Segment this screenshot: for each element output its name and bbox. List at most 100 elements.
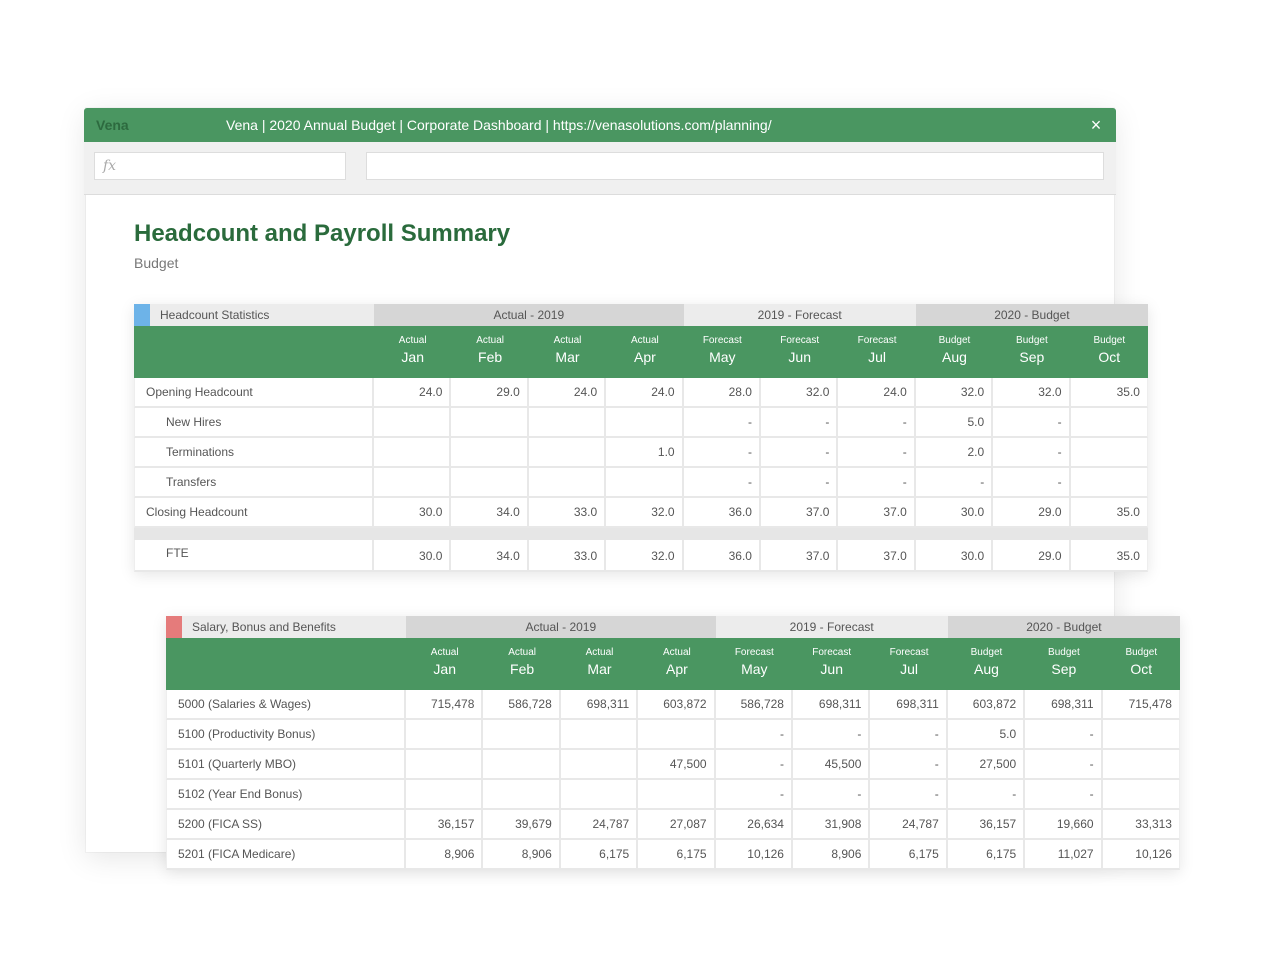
data-cell[interactable]: 24,787 <box>560 810 639 840</box>
data-cell[interactable]: - <box>993 468 1071 498</box>
data-cell[interactable]: 8,906 <box>406 840 484 870</box>
data-cell[interactable]: 35.0 <box>1070 378 1148 408</box>
data-cell[interactable] <box>560 750 639 780</box>
data-cell[interactable] <box>560 780 639 810</box>
data-cell[interactable]: 32.0 <box>915 378 994 408</box>
data-cell[interactable]: 35.0 <box>1070 540 1148 572</box>
data-cell[interactable]: 30.0 <box>374 498 452 528</box>
data-cell[interactable]: 30.0 <box>374 540 452 572</box>
data-cell[interactable]: 29.0 <box>993 540 1071 572</box>
data-cell[interactable]: 5.0 <box>947 720 1026 750</box>
data-cell[interactable] <box>1102 720 1180 750</box>
data-cell[interactable]: 24.0 <box>838 378 916 408</box>
data-cell[interactable]: 715,478 <box>406 690 484 720</box>
data-cell[interactable]: - <box>993 408 1071 438</box>
data-cell[interactable]: 32.0 <box>761 378 839 408</box>
data-cell[interactable] <box>451 468 529 498</box>
data-cell[interactable]: 10,126 <box>715 840 793 870</box>
data-cell[interactable]: - <box>683 438 761 468</box>
data-cell[interactable]: - <box>715 780 793 810</box>
data-cell[interactable]: 31,908 <box>793 810 871 840</box>
data-cell[interactable] <box>374 408 452 438</box>
data-cell[interactable]: - <box>915 468 994 498</box>
formula-input[interactable] <box>366 152 1104 180</box>
data-cell[interactable] <box>1102 750 1180 780</box>
data-cell[interactable]: 36.0 <box>683 540 761 572</box>
data-cell[interactable]: 603,872 <box>638 690 716 720</box>
data-cell[interactable]: 35.0 <box>1070 498 1148 528</box>
data-cell[interactable]: 34.0 <box>451 540 529 572</box>
data-cell[interactable] <box>451 438 529 468</box>
data-cell[interactable]: 6,175 <box>560 840 639 870</box>
data-cell[interactable]: 6,175 <box>870 840 948 870</box>
data-cell[interactable]: 36,157 <box>406 810 484 840</box>
data-cell[interactable]: 30.0 <box>915 498 994 528</box>
data-cell[interactable]: 33.0 <box>528 540 607 572</box>
data-cell[interactable]: - <box>838 408 916 438</box>
data-cell[interactable]: 24.0 <box>528 378 607 408</box>
data-cell[interactable]: - <box>793 780 871 810</box>
data-cell[interactable] <box>374 468 452 498</box>
data-cell[interactable]: 698,311 <box>560 690 639 720</box>
data-cell[interactable]: 11,027 <box>1025 840 1103 870</box>
data-cell[interactable]: 26,634 <box>715 810 793 840</box>
data-cell[interactable]: - <box>1025 720 1103 750</box>
data-cell[interactable]: 32.0 <box>993 378 1071 408</box>
data-cell[interactable]: - <box>1025 750 1103 780</box>
data-cell[interactable] <box>560 720 639 750</box>
data-cell[interactable] <box>606 468 684 498</box>
data-cell[interactable]: 37.0 <box>761 540 839 572</box>
data-cell[interactable]: 586,728 <box>715 690 793 720</box>
data-cell[interactable] <box>406 720 484 750</box>
data-cell[interactable]: 715,478 <box>1102 690 1180 720</box>
data-cell[interactable]: 37.0 <box>838 540 916 572</box>
data-cell[interactable]: 24.0 <box>606 378 684 408</box>
data-cell[interactable]: - <box>683 468 761 498</box>
data-cell[interactable] <box>638 780 716 810</box>
data-cell[interactable] <box>406 750 484 780</box>
data-cell[interactable]: 32.0 <box>606 498 684 528</box>
data-cell[interactable]: - <box>947 780 1026 810</box>
data-cell[interactable]: - <box>993 438 1071 468</box>
cell-reference-input[interactable]: fx <box>94 152 346 180</box>
data-cell[interactable]: 698,311 <box>870 690 948 720</box>
data-cell[interactable]: 28.0 <box>683 378 761 408</box>
data-cell[interactable]: 37.0 <box>838 498 916 528</box>
data-cell[interactable] <box>528 438 607 468</box>
data-cell[interactable]: - <box>715 750 793 780</box>
data-cell[interactable]: 27,087 <box>638 810 716 840</box>
data-cell[interactable]: 33,313 <box>1102 810 1180 840</box>
data-cell[interactable] <box>528 468 607 498</box>
data-cell[interactable]: - <box>761 438 839 468</box>
data-cell[interactable] <box>483 780 561 810</box>
data-cell[interactable]: 32.0 <box>606 540 684 572</box>
data-cell[interactable]: 8,906 <box>483 840 561 870</box>
data-cell[interactable] <box>1070 468 1148 498</box>
data-cell[interactable]: - <box>838 438 916 468</box>
data-cell[interactable]: 2.0 <box>915 438 994 468</box>
data-cell[interactable]: - <box>870 720 948 750</box>
data-cell[interactable]: - <box>793 720 871 750</box>
data-cell[interactable]: - <box>761 408 839 438</box>
data-cell[interactable]: 8,906 <box>793 840 871 870</box>
data-cell[interactable]: 19,660 <box>1025 810 1103 840</box>
data-cell[interactable]: 36.0 <box>683 498 761 528</box>
data-cell[interactable]: 33.0 <box>528 498 607 528</box>
data-cell[interactable] <box>528 408 607 438</box>
data-cell[interactable]: 27,500 <box>947 750 1026 780</box>
data-cell[interactable]: 29.0 <box>451 378 529 408</box>
data-cell[interactable]: 34.0 <box>451 498 529 528</box>
data-cell[interactable]: 36,157 <box>947 810 1026 840</box>
data-cell[interactable] <box>406 780 484 810</box>
data-cell[interactable]: 1.0 <box>606 438 684 468</box>
data-cell[interactable]: 47,500 <box>638 750 716 780</box>
close-icon[interactable]: × <box>1090 115 1102 135</box>
data-cell[interactable]: 29.0 <box>993 498 1071 528</box>
data-cell[interactable]: 5.0 <box>915 408 994 438</box>
data-cell[interactable] <box>1102 780 1180 810</box>
data-cell[interactable] <box>606 408 684 438</box>
data-cell[interactable]: 24.0 <box>374 378 452 408</box>
data-cell[interactable]: 698,311 <box>793 690 871 720</box>
data-cell[interactable] <box>1070 438 1148 468</box>
data-cell[interactable]: 45,500 <box>793 750 871 780</box>
